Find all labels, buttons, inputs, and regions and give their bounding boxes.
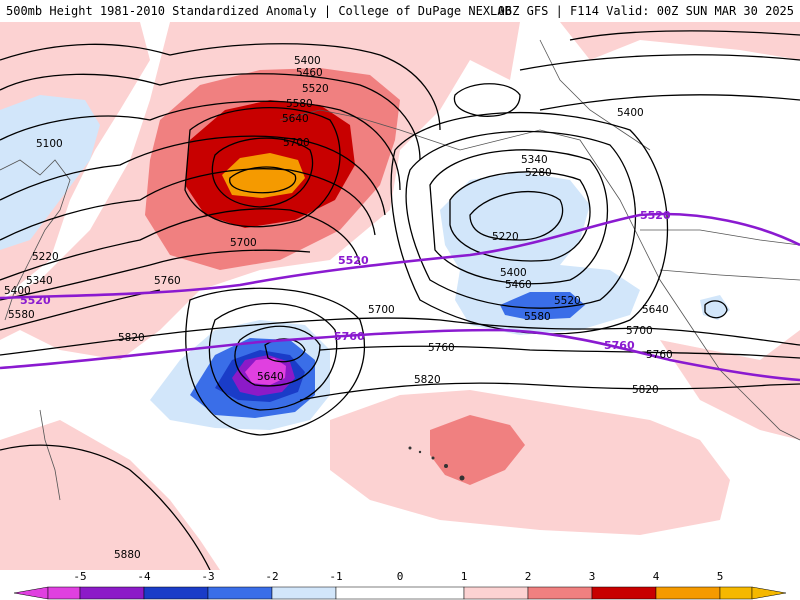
contour-label-5760-center: 5760 xyxy=(428,342,455,354)
colorbar-swatches xyxy=(13,586,787,600)
contour-label-5520-gulf: 5520 xyxy=(554,295,581,307)
colorbar-tick: -1 xyxy=(329,570,343,583)
contour-label-5460-gulf: 5460 xyxy=(505,279,532,291)
map-title: 500mb Height 1981-2010 Standardized Anom… xyxy=(6,4,512,18)
contour-label-5700-mid: 5700 xyxy=(230,237,257,249)
contour-label-5580-gulf: 5580 xyxy=(524,311,551,323)
contour-label-5880: 5880 xyxy=(114,549,141,561)
contour-label-5580-west: 5580 xyxy=(8,309,35,321)
contour-label-5220-gulf: 5220 xyxy=(492,231,519,243)
contour-label-5640-low: 5640 xyxy=(257,371,284,383)
contour-label-5820-center: 5820 xyxy=(414,374,441,386)
contour-label-5460-north: 5460 xyxy=(296,67,323,79)
contour-label-5340-gulf: 5340 xyxy=(521,154,548,166)
contour-label-5640-east: 5640 xyxy=(642,304,669,316)
contour-label-5700-center: 5700 xyxy=(368,304,395,316)
model-run-info: 06Z GFS | F114 Valid: 00Z SUN MAR 30 202… xyxy=(497,4,794,18)
contour-label-5820-west: 5820 xyxy=(118,332,145,344)
contour-label-5520-north: 5520 xyxy=(302,83,329,95)
contour-label-5100: 5100 xyxy=(36,138,63,150)
colorbar-tick: 5 xyxy=(716,570,724,583)
contour-label-5220: 5220 xyxy=(32,251,59,263)
contour-label-5760-mid: 5760 xyxy=(154,275,181,287)
positive-anomaly-fill-5 xyxy=(222,153,305,198)
climo-label-5520-west: 5520 xyxy=(20,294,51,307)
contour-label-5280: 5280 xyxy=(525,167,552,179)
contour-label-5700-north: 5700 xyxy=(283,137,310,149)
contour-label-5400-gulf: 5400 xyxy=(500,267,527,279)
hawaii-islands xyxy=(408,446,465,481)
climo-labels: 5520 5520 5520 5760 5760 xyxy=(20,209,671,352)
contour-label-5820-east: 5820 xyxy=(632,384,659,396)
contour-label-5580-north: 5580 xyxy=(286,98,313,110)
climo-label-5520-east: 5520 xyxy=(640,209,671,222)
colorbar-tick: -5 xyxy=(73,570,87,583)
colorbar: -5 -4 -3 -2 -1 0 1 2 3 4 5 xyxy=(0,570,800,600)
contour-label-5640-north: 5640 xyxy=(282,113,309,125)
contour-label-5340: 5340 xyxy=(26,275,53,287)
climo-label-5520-center: 5520 xyxy=(338,254,369,267)
colorbar-tick-labels: -5 -4 -3 -2 -1 0 1 2 3 4 5 xyxy=(0,570,800,584)
height-contours xyxy=(0,30,800,570)
contour-label-5400-north: 5400 xyxy=(294,55,321,67)
colorbar-tick: 2 xyxy=(524,570,532,583)
contour-label-5400-ne: 5400 xyxy=(617,107,644,119)
contour-label-5700-east: 5700 xyxy=(626,325,653,337)
contour-labels: 5100 5220 5340 5400 5580 5400 5460 5520 … xyxy=(4,55,673,561)
colorbar-tick: 0 xyxy=(396,570,404,583)
climo-line-5760 xyxy=(0,328,800,382)
contour-label-5400-west: 5400 xyxy=(4,285,31,297)
colorbar-tick: -2 xyxy=(265,570,279,583)
header: 500mb Height 1981-2010 Standardized Anom… xyxy=(0,0,800,22)
colorbar-tick: 1 xyxy=(460,570,468,583)
climo-line-5520 xyxy=(0,212,800,300)
negative-anomaly-fill-5 xyxy=(245,358,286,385)
contour-label-5760-east: 5760 xyxy=(646,349,673,361)
climatology-contours xyxy=(0,212,800,382)
climo-label-5760-center: 5760 xyxy=(334,330,365,343)
colorbar-tick: 3 xyxy=(588,570,596,583)
climo-label-5760-east: 5760 xyxy=(604,339,635,352)
anomaly-map: 5100 5220 5340 5400 5580 5400 5460 5520 … xyxy=(0,22,800,570)
colorbar-tick: -3 xyxy=(201,570,215,583)
colorbar-tick: 4 xyxy=(652,570,660,583)
colorbar-tick: -4 xyxy=(137,570,151,583)
